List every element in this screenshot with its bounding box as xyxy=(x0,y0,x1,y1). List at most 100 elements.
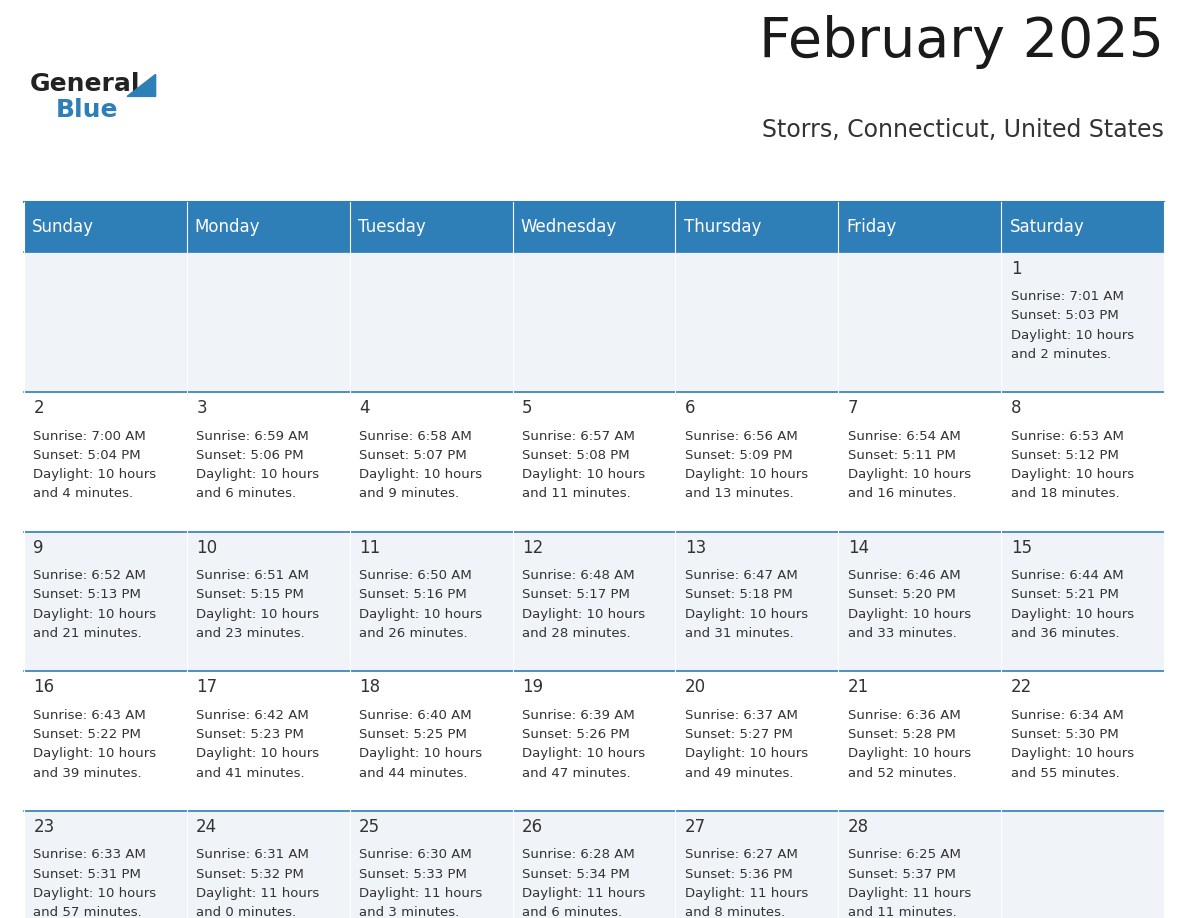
Text: 2: 2 xyxy=(33,399,44,418)
Bar xyxy=(512,252,676,392)
Bar xyxy=(839,392,1001,532)
Text: Sunrise: 7:01 AM: Sunrise: 7:01 AM xyxy=(1011,290,1124,303)
Bar xyxy=(349,252,512,392)
Text: and 11 minutes.: and 11 minutes. xyxy=(522,487,631,500)
Text: Sunrise: 6:37 AM: Sunrise: 6:37 AM xyxy=(685,709,798,722)
Text: Sunrise: 6:50 AM: Sunrise: 6:50 AM xyxy=(359,569,472,582)
Text: Daylight: 10 hours: Daylight: 10 hours xyxy=(1011,468,1133,481)
Text: Friday: Friday xyxy=(847,218,897,236)
Text: Daylight: 10 hours: Daylight: 10 hours xyxy=(33,608,157,621)
Text: Sunset: 5:15 PM: Sunset: 5:15 PM xyxy=(196,588,304,601)
Text: 10: 10 xyxy=(196,539,217,557)
Bar xyxy=(349,202,512,252)
Bar xyxy=(1001,532,1164,671)
Text: Daylight: 10 hours: Daylight: 10 hours xyxy=(359,608,482,621)
Text: Sunrise: 6:44 AM: Sunrise: 6:44 AM xyxy=(1011,569,1124,582)
Text: Sunrise: 6:43 AM: Sunrise: 6:43 AM xyxy=(33,709,146,722)
Text: Tuesday: Tuesday xyxy=(358,218,425,236)
Bar xyxy=(512,811,676,918)
Text: 27: 27 xyxy=(685,818,706,836)
Text: Sunrise: 6:40 AM: Sunrise: 6:40 AM xyxy=(359,709,472,722)
Bar xyxy=(676,811,839,918)
Text: and 13 minutes.: and 13 minutes. xyxy=(685,487,794,500)
Text: Daylight: 10 hours: Daylight: 10 hours xyxy=(848,468,971,481)
Text: Sunrise: 6:27 AM: Sunrise: 6:27 AM xyxy=(685,848,798,861)
Text: 14: 14 xyxy=(848,539,868,557)
Text: Sunset: 5:33 PM: Sunset: 5:33 PM xyxy=(359,868,467,880)
Text: Saturday: Saturday xyxy=(1010,218,1085,236)
Text: Monday: Monday xyxy=(195,218,260,236)
Text: Sunset: 5:34 PM: Sunset: 5:34 PM xyxy=(522,868,630,880)
Bar xyxy=(187,392,349,532)
Bar xyxy=(1001,392,1164,532)
Text: 25: 25 xyxy=(359,818,380,836)
Text: and 2 minutes.: and 2 minutes. xyxy=(1011,348,1111,361)
Text: Sunset: 5:16 PM: Sunset: 5:16 PM xyxy=(359,588,467,601)
Bar xyxy=(24,532,187,671)
Text: and 28 minutes.: and 28 minutes. xyxy=(522,627,631,640)
Text: Daylight: 10 hours: Daylight: 10 hours xyxy=(196,468,320,481)
Text: Daylight: 10 hours: Daylight: 10 hours xyxy=(196,608,320,621)
Text: Sunset: 5:08 PM: Sunset: 5:08 PM xyxy=(522,449,630,462)
Bar xyxy=(1001,202,1164,252)
Text: and 52 minutes.: and 52 minutes. xyxy=(848,767,956,779)
Text: and 21 minutes.: and 21 minutes. xyxy=(33,627,143,640)
Text: Sunrise: 6:54 AM: Sunrise: 6:54 AM xyxy=(848,430,961,442)
Text: 1: 1 xyxy=(1011,260,1022,278)
Text: Daylight: 11 hours: Daylight: 11 hours xyxy=(359,887,482,900)
Text: Daylight: 10 hours: Daylight: 10 hours xyxy=(196,747,320,760)
Polygon shape xyxy=(127,74,156,96)
Text: and 18 minutes.: and 18 minutes. xyxy=(1011,487,1119,500)
Text: and 26 minutes.: and 26 minutes. xyxy=(359,627,468,640)
Bar xyxy=(187,671,349,811)
Bar xyxy=(512,202,676,252)
Text: and 9 minutes.: and 9 minutes. xyxy=(359,487,460,500)
Text: Sunset: 5:21 PM: Sunset: 5:21 PM xyxy=(1011,588,1119,601)
Text: Sunset: 5:30 PM: Sunset: 5:30 PM xyxy=(1011,728,1119,741)
Bar xyxy=(839,811,1001,918)
Bar xyxy=(676,202,839,252)
Text: Daylight: 10 hours: Daylight: 10 hours xyxy=(522,747,645,760)
Text: and 39 minutes.: and 39 minutes. xyxy=(33,767,141,779)
Bar xyxy=(1001,252,1164,392)
Text: February 2025: February 2025 xyxy=(759,15,1164,69)
Text: Sunrise: 6:52 AM: Sunrise: 6:52 AM xyxy=(33,569,146,582)
Bar xyxy=(676,532,839,671)
Text: Sunrise: 6:25 AM: Sunrise: 6:25 AM xyxy=(848,848,961,861)
Text: 23: 23 xyxy=(33,818,55,836)
Text: Daylight: 10 hours: Daylight: 10 hours xyxy=(33,468,157,481)
Text: Sunrise: 6:56 AM: Sunrise: 6:56 AM xyxy=(685,430,797,442)
Text: Sunset: 5:32 PM: Sunset: 5:32 PM xyxy=(196,868,304,880)
Text: Thursday: Thursday xyxy=(683,218,762,236)
Text: Sunrise: 6:28 AM: Sunrise: 6:28 AM xyxy=(522,848,634,861)
Bar xyxy=(187,202,349,252)
Bar xyxy=(349,392,512,532)
Text: Sunset: 5:22 PM: Sunset: 5:22 PM xyxy=(33,728,141,741)
Text: Sunset: 5:06 PM: Sunset: 5:06 PM xyxy=(196,449,304,462)
Text: Daylight: 10 hours: Daylight: 10 hours xyxy=(33,887,157,900)
Text: Sunset: 5:03 PM: Sunset: 5:03 PM xyxy=(1011,309,1119,322)
Text: Daylight: 11 hours: Daylight: 11 hours xyxy=(522,887,645,900)
Bar xyxy=(349,811,512,918)
Bar xyxy=(839,671,1001,811)
Text: 9: 9 xyxy=(33,539,44,557)
Text: 7: 7 xyxy=(848,399,859,418)
Text: Sunday: Sunday xyxy=(32,218,94,236)
Text: Wednesday: Wednesday xyxy=(520,218,617,236)
Text: and 36 minutes.: and 36 minutes. xyxy=(1011,627,1119,640)
Text: Sunset: 5:26 PM: Sunset: 5:26 PM xyxy=(522,728,630,741)
Text: Daylight: 11 hours: Daylight: 11 hours xyxy=(848,887,971,900)
Text: Daylight: 10 hours: Daylight: 10 hours xyxy=(359,468,482,481)
Bar xyxy=(512,532,676,671)
Text: 15: 15 xyxy=(1011,539,1032,557)
Text: Sunset: 5:28 PM: Sunset: 5:28 PM xyxy=(848,728,955,741)
Text: and 8 minutes.: and 8 minutes. xyxy=(685,906,785,918)
Text: Daylight: 11 hours: Daylight: 11 hours xyxy=(196,887,320,900)
Bar xyxy=(349,532,512,671)
Text: and 3 minutes.: and 3 minutes. xyxy=(359,906,460,918)
Text: Sunrise: 6:30 AM: Sunrise: 6:30 AM xyxy=(359,848,472,861)
Text: Sunset: 5:17 PM: Sunset: 5:17 PM xyxy=(522,588,630,601)
Text: and 4 minutes.: and 4 minutes. xyxy=(33,487,133,500)
Text: and 31 minutes.: and 31 minutes. xyxy=(685,627,794,640)
Text: General: General xyxy=(30,73,140,96)
